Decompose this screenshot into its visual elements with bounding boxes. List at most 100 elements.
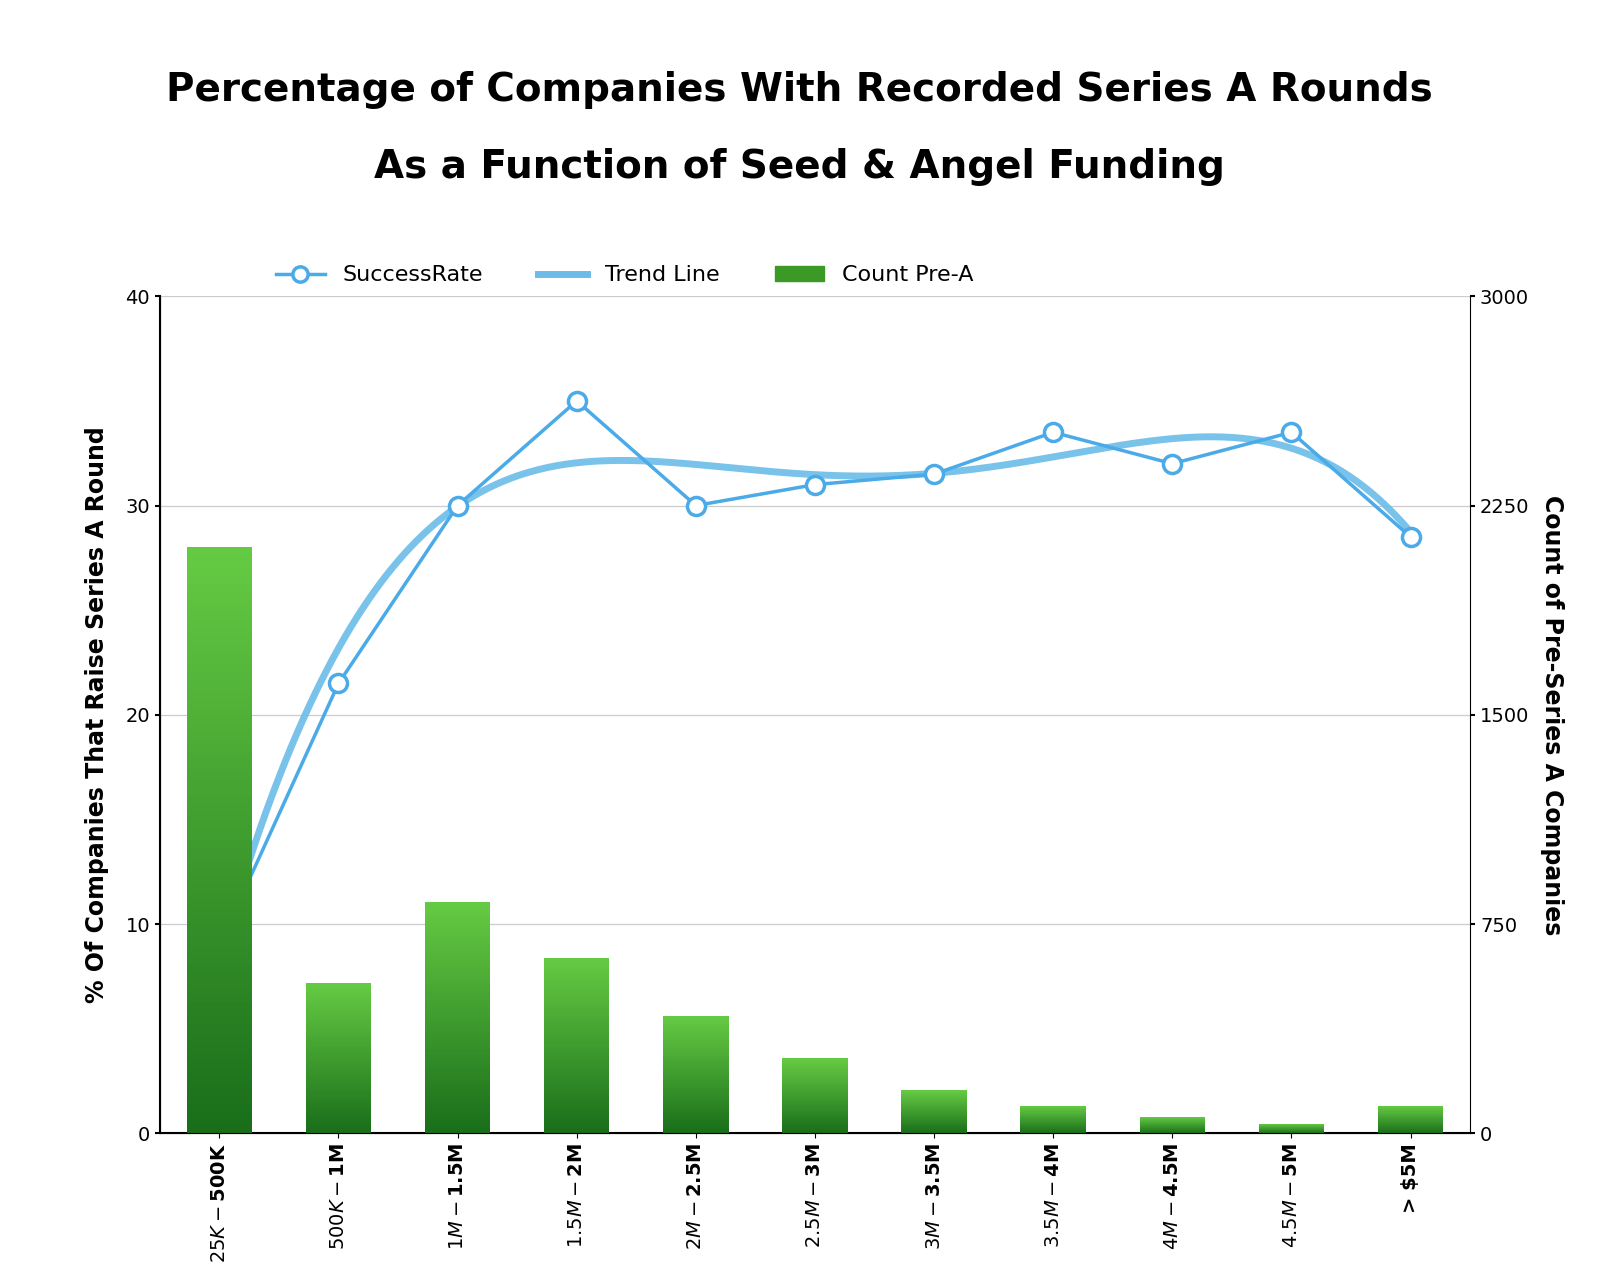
Y-axis label: % Of Companies That Raise Series A Round: % Of Companies That Raise Series A Round bbox=[85, 426, 109, 1003]
Bar bbox=[543, 978, 609, 980]
Bar bbox=[425, 1128, 491, 1131]
Bar bbox=[663, 1105, 729, 1108]
Bar bbox=[187, 1046, 252, 1052]
Bar bbox=[543, 1034, 609, 1037]
Bar bbox=[663, 1018, 729, 1019]
Bar bbox=[543, 1124, 609, 1127]
Bar bbox=[543, 1083, 609, 1084]
Bar bbox=[425, 1066, 491, 1070]
Bar bbox=[305, 1073, 371, 1075]
Bar bbox=[543, 1002, 609, 1003]
Bar bbox=[425, 1052, 491, 1055]
Bar bbox=[187, 583, 252, 591]
Bar bbox=[543, 962, 609, 965]
Bar bbox=[425, 931, 491, 934]
Bar bbox=[187, 929, 252, 935]
Bar bbox=[305, 1064, 371, 1065]
Bar bbox=[305, 1009, 371, 1011]
Bar bbox=[543, 1078, 609, 1081]
Bar bbox=[663, 1055, 729, 1056]
Bar bbox=[543, 1122, 609, 1124]
Bar bbox=[543, 1006, 609, 1009]
Bar bbox=[305, 1039, 371, 1041]
Bar bbox=[305, 1007, 371, 1009]
Bar bbox=[305, 1072, 371, 1073]
Bar bbox=[543, 1087, 609, 1090]
Bar bbox=[305, 1036, 371, 1037]
Bar bbox=[663, 1110, 729, 1112]
Bar bbox=[187, 913, 252, 921]
Bar bbox=[543, 1046, 609, 1047]
Bar bbox=[425, 902, 491, 904]
Bar bbox=[663, 1122, 729, 1123]
Bar bbox=[425, 1078, 491, 1082]
Bar bbox=[543, 966, 609, 969]
Bar bbox=[663, 1082, 729, 1083]
Bar bbox=[663, 1063, 729, 1065]
Bar bbox=[543, 1003, 609, 1006]
Bar bbox=[425, 1001, 491, 1003]
Bar bbox=[663, 1113, 729, 1114]
Bar bbox=[187, 679, 252, 687]
Bar bbox=[187, 1082, 252, 1090]
Bar bbox=[305, 1041, 371, 1043]
Bar bbox=[187, 980, 252, 987]
Bar bbox=[425, 971, 491, 974]
Bar bbox=[305, 1016, 371, 1019]
Bar bbox=[305, 1023, 371, 1024]
Bar bbox=[187, 621, 252, 629]
Bar bbox=[543, 1028, 609, 1030]
Bar bbox=[543, 971, 609, 972]
Bar bbox=[425, 994, 491, 997]
Bar bbox=[187, 760, 252, 768]
Bar bbox=[187, 1030, 252, 1038]
Bar bbox=[663, 1059, 729, 1060]
Bar bbox=[663, 1068, 729, 1069]
Bar bbox=[187, 921, 252, 929]
Bar bbox=[425, 1024, 491, 1027]
Bar bbox=[187, 555, 252, 562]
Bar bbox=[663, 1100, 729, 1101]
Bar bbox=[187, 591, 252, 599]
Bar bbox=[187, 599, 252, 605]
Bar bbox=[187, 833, 252, 840]
Bar bbox=[543, 1056, 609, 1059]
Bar bbox=[543, 1096, 609, 1099]
Bar bbox=[663, 1060, 729, 1061]
Bar bbox=[663, 1097, 729, 1099]
Bar bbox=[305, 1060, 371, 1061]
Bar bbox=[425, 1075, 491, 1078]
Bar bbox=[305, 990, 371, 992]
Bar bbox=[305, 1128, 371, 1130]
Bar bbox=[663, 1108, 729, 1109]
Bar bbox=[543, 1105, 609, 1108]
Bar bbox=[543, 1090, 609, 1092]
Bar bbox=[543, 1081, 609, 1083]
Bar bbox=[187, 1038, 252, 1046]
Bar bbox=[663, 1029, 729, 1030]
Bar bbox=[543, 1115, 609, 1118]
Bar bbox=[663, 1072, 729, 1073]
Bar bbox=[663, 1069, 729, 1070]
Bar bbox=[543, 1063, 609, 1065]
Bar bbox=[425, 966, 491, 969]
Bar bbox=[425, 1027, 491, 1029]
Bar bbox=[663, 1057, 729, 1059]
Bar bbox=[425, 927, 491, 931]
Bar bbox=[663, 1039, 729, 1041]
Bar bbox=[543, 996, 609, 997]
Bar bbox=[305, 1030, 371, 1032]
Y-axis label: Count of Pre-Series A Companies: Count of Pre-Series A Companies bbox=[1540, 495, 1564, 935]
Bar bbox=[425, 992, 491, 994]
Bar bbox=[543, 1021, 609, 1024]
Bar bbox=[187, 547, 252, 555]
Bar bbox=[305, 1130, 371, 1132]
Bar bbox=[305, 1104, 371, 1105]
Bar bbox=[305, 1047, 371, 1048]
Bar bbox=[425, 1009, 491, 1012]
Bar bbox=[543, 1039, 609, 1041]
Bar bbox=[305, 1083, 371, 1084]
Bar bbox=[425, 1038, 491, 1041]
Bar bbox=[425, 1003, 491, 1006]
Bar bbox=[305, 1065, 371, 1068]
